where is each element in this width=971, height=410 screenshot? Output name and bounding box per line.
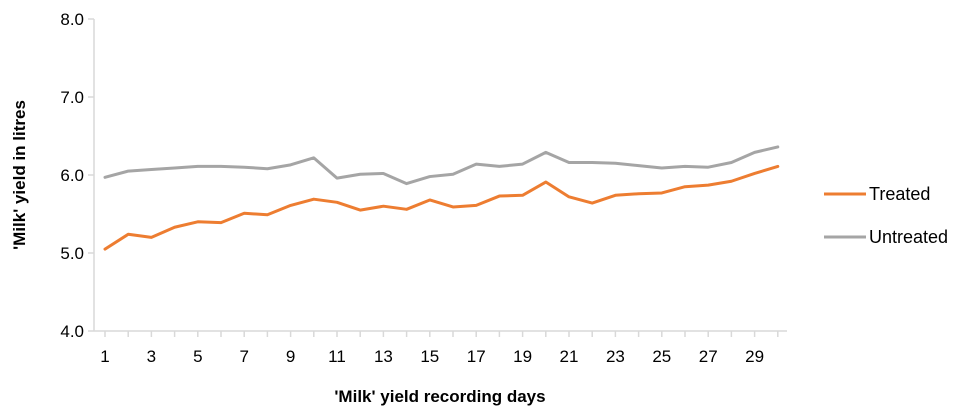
x-tick-label: 17 (467, 347, 486, 366)
series-line-treated (103, 164, 780, 251)
legend-label-treated: Treated (869, 184, 930, 204)
y-tick-label: 5.0 (60, 244, 84, 263)
x-tick-label: 23 (606, 347, 625, 366)
x-tick-label: 21 (560, 347, 579, 366)
y-tick-label: 4.0 (60, 322, 84, 341)
x-axis-title: 'Milk' yield recording days (334, 387, 545, 406)
x-tick-label: 29 (745, 347, 764, 366)
x-tick-label: 3 (147, 347, 156, 366)
x-tick-label: 15 (420, 347, 439, 366)
x-tick-label: 11 (328, 347, 346, 366)
y-axis-title: 'Milk' yield in litres (10, 100, 29, 250)
y-axis-ticks: 4.0 5.0 6.0 7.0 8.0 (60, 10, 94, 341)
x-tick-label: 19 (513, 347, 532, 366)
x-tick-label: 9 (286, 347, 295, 366)
series-layer (103, 145, 780, 251)
x-axis-ticks: 1 3 5 7 9 11 13 15 17 19 21 23 25 27 29 (100, 331, 779, 366)
y-tick-label: 7.0 (60, 88, 84, 107)
x-tick-label: 13 (374, 347, 393, 366)
x-tick-label: 27 (699, 347, 718, 366)
legend: Treated Untreated (824, 184, 948, 247)
y-tick-label: 6.0 (60, 166, 84, 185)
x-tick-label: 1 (100, 347, 109, 366)
series-line-untreated (103, 145, 780, 186)
y-tick-label: 8.0 (60, 10, 84, 29)
legend-label-untreated: Untreated (869, 227, 948, 247)
x-tick-label: 25 (652, 347, 671, 366)
x-tick-label: 7 (239, 347, 248, 366)
x-tick-label: 5 (193, 347, 202, 366)
